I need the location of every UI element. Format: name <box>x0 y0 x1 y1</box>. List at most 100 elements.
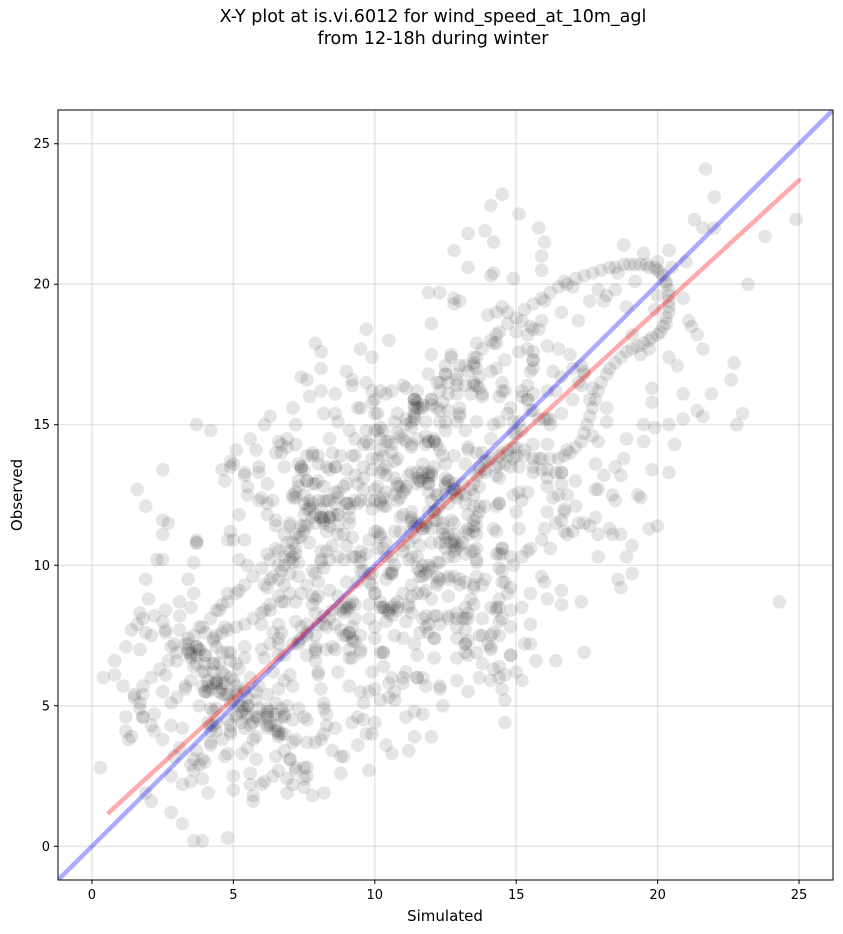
data-point <box>489 305 504 320</box>
data-point <box>495 541 509 556</box>
data-point <box>331 519 345 533</box>
data-point <box>410 384 425 398</box>
data-point <box>659 277 673 292</box>
data-point <box>351 496 365 511</box>
data-point <box>512 344 526 359</box>
data-point <box>390 406 405 421</box>
data-point <box>184 651 198 665</box>
data-point <box>373 693 388 707</box>
data-point <box>475 446 490 460</box>
data-point <box>410 401 425 415</box>
data-point <box>418 437 433 452</box>
data-point <box>365 727 379 741</box>
data-point <box>215 665 229 679</box>
data-point <box>336 606 351 620</box>
data-point <box>119 710 133 724</box>
data-point <box>334 749 348 764</box>
data-point <box>175 817 190 831</box>
data-point <box>447 291 461 306</box>
data-point <box>359 423 374 438</box>
data-point <box>164 805 178 820</box>
data-point <box>509 311 523 325</box>
data-point <box>611 266 625 280</box>
x-tick-label: 25 <box>791 888 808 903</box>
data-point <box>447 482 461 497</box>
data-point <box>633 491 648 505</box>
data-point <box>662 243 676 258</box>
data-point <box>187 752 201 766</box>
data-point <box>368 586 382 601</box>
data-point <box>665 260 679 275</box>
data-point <box>345 715 360 730</box>
data-point <box>334 448 348 463</box>
data-point <box>413 519 427 533</box>
data-point <box>339 600 354 615</box>
data-point <box>537 235 552 249</box>
data-point <box>232 699 246 713</box>
data-point <box>554 513 569 528</box>
data-point <box>435 527 450 542</box>
data-point <box>365 502 379 516</box>
data-point <box>198 648 212 662</box>
data-point <box>390 603 405 617</box>
data-point <box>614 527 628 542</box>
data-point <box>226 693 241 707</box>
data-point <box>427 513 442 528</box>
data-point <box>189 536 204 550</box>
data-point <box>619 344 634 359</box>
data-point <box>498 457 512 471</box>
data-point <box>574 595 589 609</box>
data-point <box>317 479 331 494</box>
data-point <box>450 378 464 393</box>
data-point <box>421 485 436 500</box>
data-point <box>133 642 147 657</box>
data-point <box>435 699 450 713</box>
data-point <box>223 645 238 660</box>
data-point <box>271 724 286 738</box>
data-point <box>523 617 538 632</box>
data-point <box>492 325 507 339</box>
data-point <box>232 583 246 598</box>
data-point <box>246 569 260 584</box>
data-point <box>484 673 498 688</box>
data-point <box>481 454 495 469</box>
data-point <box>376 645 391 660</box>
data-point <box>452 485 467 500</box>
data-point <box>616 238 631 252</box>
data-point <box>410 395 425 410</box>
data-point <box>218 474 232 488</box>
data-point <box>418 566 433 581</box>
data-point <box>433 375 447 390</box>
data-point <box>602 260 617 275</box>
plot-frame <box>57 109 834 881</box>
data-point <box>286 777 300 792</box>
data-point <box>631 339 645 353</box>
data-point <box>243 432 258 446</box>
data-point <box>184 673 198 688</box>
data-point <box>461 443 475 457</box>
data-point <box>404 550 419 564</box>
data-point <box>353 493 368 508</box>
data-point <box>506 451 521 466</box>
data-point <box>404 606 419 620</box>
data-point <box>314 732 328 747</box>
data-point <box>274 564 289 578</box>
data-point <box>342 510 357 525</box>
data-point <box>430 513 444 528</box>
data-point <box>271 572 286 587</box>
data-point <box>413 474 427 488</box>
data-point <box>342 600 357 615</box>
data-point <box>237 682 252 696</box>
data-point <box>184 645 198 660</box>
data-point <box>475 387 490 401</box>
data-point <box>345 550 360 564</box>
data-point <box>277 710 292 724</box>
data-point <box>687 212 702 227</box>
data-point <box>192 620 207 634</box>
data-point <box>317 696 331 710</box>
data-point <box>421 465 436 480</box>
data-point <box>424 392 439 407</box>
data-point <box>260 687 275 702</box>
data-point <box>331 415 345 429</box>
data-point <box>161 516 176 530</box>
